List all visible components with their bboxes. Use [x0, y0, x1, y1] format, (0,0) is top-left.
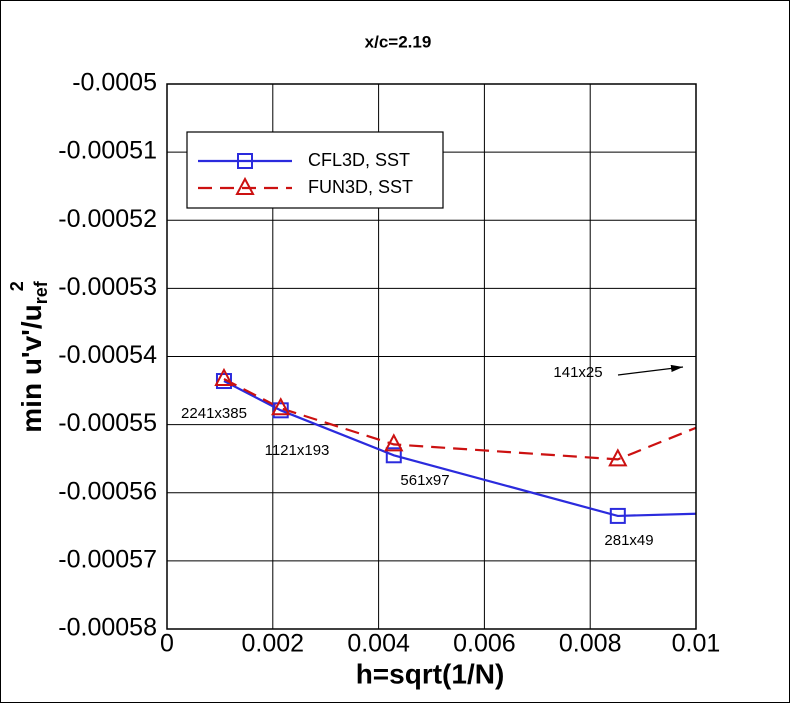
- marker: [385, 447, 402, 464]
- y-tick-label: -0.00053: [58, 273, 157, 301]
- marker: [271, 397, 291, 416]
- y-label-sub: ref: [31, 280, 51, 304]
- y-tick-label: -0.00056: [58, 477, 157, 505]
- y-tick-label: -0.00055: [58, 409, 157, 437]
- y-tick-label: -0.00052: [58, 205, 157, 233]
- x-tick-label: 0.01: [672, 630, 721, 658]
- series-line: [223, 378, 696, 461]
- x-axis-label: h=sqrt(1/N): [356, 658, 505, 689]
- series-layer: [223, 378, 696, 518]
- y-tick-label: -0.00054: [58, 341, 157, 369]
- chart-title: x/c=2.19: [365, 32, 432, 51]
- y-tick-label: -0.0005: [72, 69, 157, 97]
- legend-label: CFL3D, SST: [308, 150, 410, 170]
- x-tick-label: 0.006: [453, 630, 516, 658]
- x-tick-label: 0.004: [347, 630, 410, 658]
- legend-marker: [235, 176, 255, 195]
- x-tick-label: 0.008: [559, 630, 622, 658]
- annotation: 281x49: [604, 532, 653, 549]
- annotation: 141x25: [553, 364, 602, 381]
- y-label-main: min u'v'/u: [16, 304, 47, 432]
- y-tick-label: -0.00051: [58, 137, 157, 165]
- annotation: 1121x193: [265, 442, 330, 459]
- marker: [609, 507, 626, 524]
- annotation-arrow: [617, 364, 684, 376]
- annotation: 561x97: [400, 472, 449, 489]
- legend-label: FUN3D, SST: [308, 177, 413, 197]
- series-line: [223, 380, 696, 518]
- y-tick-label: -0.00057: [58, 545, 157, 573]
- x-tick-label: 0.002: [242, 630, 305, 658]
- plot-border: [166, 83, 697, 630]
- legend-marker: [237, 153, 253, 169]
- x-tick-label: 0: [160, 630, 174, 658]
- marker: [214, 367, 234, 386]
- annotation: 2241x385: [181, 405, 247, 422]
- marker: [608, 448, 628, 467]
- y-axis-label: min u'v'/uref 2: [7, 280, 51, 432]
- marker: [384, 433, 404, 452]
- legend: [186, 131, 444, 209]
- y-label-sup: 2: [7, 281, 27, 291]
- y-tick-label: -0.00058: [58, 614, 157, 642]
- marker-layer: [214, 367, 628, 524]
